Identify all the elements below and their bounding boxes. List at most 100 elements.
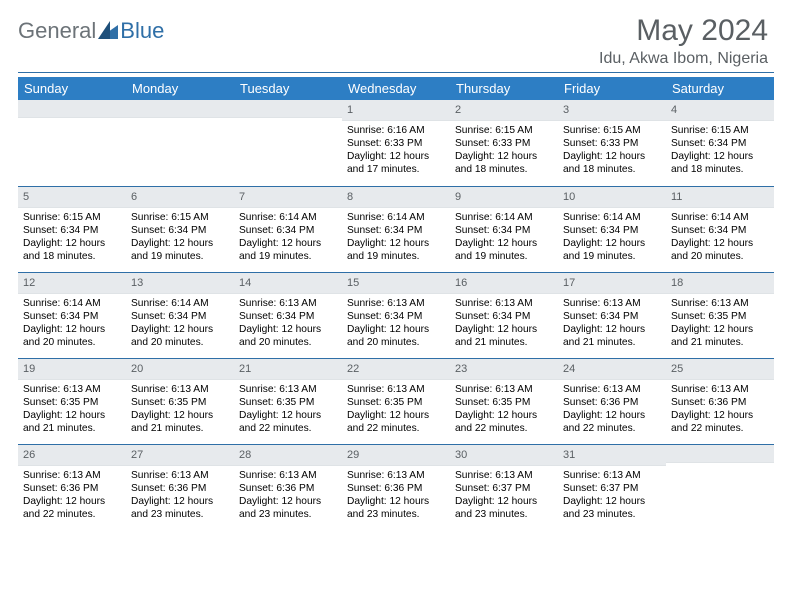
day-details: Sunrise: 6:13 AMSunset: 6:35 PMDaylight:… xyxy=(666,294,774,351)
day-number: 23 xyxy=(450,359,558,380)
day-details: Sunrise: 6:13 AMSunset: 6:34 PMDaylight:… xyxy=(558,294,666,351)
day-details: Sunrise: 6:14 AMSunset: 6:34 PMDaylight:… xyxy=(234,208,342,265)
day-cell: 13Sunrise: 6:14 AMSunset: 6:34 PMDayligh… xyxy=(126,272,234,358)
day-cell: 10Sunrise: 6:14 AMSunset: 6:34 PMDayligh… xyxy=(558,186,666,272)
dayname-friday: Friday xyxy=(558,77,666,100)
day-number: 18 xyxy=(666,273,774,294)
day-cell: 27Sunrise: 6:13 AMSunset: 6:36 PMDayligh… xyxy=(126,444,234,530)
day-number: 10 xyxy=(558,187,666,208)
day-cell: 8Sunrise: 6:14 AMSunset: 6:34 PMDaylight… xyxy=(342,186,450,272)
day-cell: 20Sunrise: 6:13 AMSunset: 6:35 PMDayligh… xyxy=(126,358,234,444)
day-details: Sunrise: 6:13 AMSunset: 6:37 PMDaylight:… xyxy=(450,466,558,523)
day-cell: 17Sunrise: 6:13 AMSunset: 6:34 PMDayligh… xyxy=(558,272,666,358)
calendar-body: 1Sunrise: 6:16 AMSunset: 6:33 PMDaylight… xyxy=(18,100,774,530)
day-cell: 2Sunrise: 6:15 AMSunset: 6:33 PMDaylight… xyxy=(450,100,558,186)
day-details: Sunrise: 6:13 AMSunset: 6:35 PMDaylight:… xyxy=(126,380,234,437)
day-number: 9 xyxy=(450,187,558,208)
day-number xyxy=(666,445,774,463)
day-cell xyxy=(234,100,342,186)
day-cell xyxy=(126,100,234,186)
day-details: Sunrise: 6:16 AMSunset: 6:33 PMDaylight:… xyxy=(342,121,450,178)
header-row: General Blue May 2024 Idu, Akwa Ibom, Ni… xyxy=(18,14,774,68)
day-cell: 28Sunrise: 6:13 AMSunset: 6:36 PMDayligh… xyxy=(234,444,342,530)
day-number xyxy=(18,100,126,118)
location-subtitle: Idu, Akwa Ibom, Nigeria xyxy=(599,50,768,68)
day-number: 6 xyxy=(126,187,234,208)
day-number: 25 xyxy=(666,359,774,380)
day-cell: 21Sunrise: 6:13 AMSunset: 6:35 PMDayligh… xyxy=(234,358,342,444)
day-cell xyxy=(18,100,126,186)
calendar-table: Sunday Monday Tuesday Wednesday Thursday… xyxy=(18,77,774,530)
day-details: Sunrise: 6:14 AMSunset: 6:34 PMDaylight:… xyxy=(450,208,558,265)
day-number: 17 xyxy=(558,273,666,294)
day-number: 7 xyxy=(234,187,342,208)
day-details: Sunrise: 6:13 AMSunset: 6:34 PMDaylight:… xyxy=(450,294,558,351)
day-details: Sunrise: 6:13 AMSunset: 6:36 PMDaylight:… xyxy=(126,466,234,523)
brand-part2: Blue xyxy=(120,18,164,44)
day-cell xyxy=(666,444,774,530)
day-cell: 29Sunrise: 6:13 AMSunset: 6:36 PMDayligh… xyxy=(342,444,450,530)
day-cell: 18Sunrise: 6:13 AMSunset: 6:35 PMDayligh… xyxy=(666,272,774,358)
week-row: 12Sunrise: 6:14 AMSunset: 6:34 PMDayligh… xyxy=(18,272,774,358)
day-number: 4 xyxy=(666,100,774,121)
day-number: 21 xyxy=(234,359,342,380)
day-number: 2 xyxy=(450,100,558,121)
sail-icon xyxy=(98,21,118,39)
day-cell: 30Sunrise: 6:13 AMSunset: 6:37 PMDayligh… xyxy=(450,444,558,530)
dayname-wednesday: Wednesday xyxy=(342,77,450,100)
dayname-row: Sunday Monday Tuesday Wednesday Thursday… xyxy=(18,77,774,100)
day-details: Sunrise: 6:15 AMSunset: 6:34 PMDaylight:… xyxy=(666,121,774,178)
day-number: 14 xyxy=(234,273,342,294)
week-row: 26Sunrise: 6:13 AMSunset: 6:36 PMDayligh… xyxy=(18,444,774,530)
day-number: 22 xyxy=(342,359,450,380)
day-details: Sunrise: 6:15 AMSunset: 6:33 PMDaylight:… xyxy=(450,121,558,178)
day-number: 8 xyxy=(342,187,450,208)
day-details: Sunrise: 6:14 AMSunset: 6:34 PMDaylight:… xyxy=(126,294,234,351)
day-number: 3 xyxy=(558,100,666,121)
day-number xyxy=(234,100,342,118)
day-details: Sunrise: 6:13 AMSunset: 6:34 PMDaylight:… xyxy=(234,294,342,351)
dayname-thursday: Thursday xyxy=(450,77,558,100)
day-details: Sunrise: 6:13 AMSunset: 6:36 PMDaylight:… xyxy=(558,380,666,437)
title-block: May 2024 Idu, Akwa Ibom, Nigeria xyxy=(599,14,774,68)
day-number: 24 xyxy=(558,359,666,380)
day-cell: 24Sunrise: 6:13 AMSunset: 6:36 PMDayligh… xyxy=(558,358,666,444)
week-row: 19Sunrise: 6:13 AMSunset: 6:35 PMDayligh… xyxy=(18,358,774,444)
day-cell: 25Sunrise: 6:13 AMSunset: 6:36 PMDayligh… xyxy=(666,358,774,444)
day-cell: 12Sunrise: 6:14 AMSunset: 6:34 PMDayligh… xyxy=(18,272,126,358)
day-details: Sunrise: 6:13 AMSunset: 6:35 PMDaylight:… xyxy=(18,380,126,437)
brand-part1: General xyxy=(18,18,96,44)
day-cell: 11Sunrise: 6:14 AMSunset: 6:34 PMDayligh… xyxy=(666,186,774,272)
month-title: May 2024 xyxy=(599,14,768,48)
day-number: 26 xyxy=(18,445,126,466)
day-cell: 19Sunrise: 6:13 AMSunset: 6:35 PMDayligh… xyxy=(18,358,126,444)
day-details: Sunrise: 6:15 AMSunset: 6:33 PMDaylight:… xyxy=(558,121,666,178)
day-number: 31 xyxy=(558,445,666,466)
day-number: 13 xyxy=(126,273,234,294)
day-number: 15 xyxy=(342,273,450,294)
accent-divider xyxy=(18,72,774,73)
day-details: Sunrise: 6:15 AMSunset: 6:34 PMDaylight:… xyxy=(126,208,234,265)
day-number: 1 xyxy=(342,100,450,121)
day-cell: 6Sunrise: 6:15 AMSunset: 6:34 PMDaylight… xyxy=(126,186,234,272)
day-details: Sunrise: 6:13 AMSunset: 6:36 PMDaylight:… xyxy=(18,466,126,523)
day-details: Sunrise: 6:13 AMSunset: 6:35 PMDaylight:… xyxy=(450,380,558,437)
day-number: 30 xyxy=(450,445,558,466)
day-details: Sunrise: 6:14 AMSunset: 6:34 PMDaylight:… xyxy=(18,294,126,351)
day-cell: 22Sunrise: 6:13 AMSunset: 6:35 PMDayligh… xyxy=(342,358,450,444)
day-number: 28 xyxy=(234,445,342,466)
day-number: 20 xyxy=(126,359,234,380)
day-details: Sunrise: 6:14 AMSunset: 6:34 PMDaylight:… xyxy=(342,208,450,265)
day-cell: 7Sunrise: 6:14 AMSunset: 6:34 PMDaylight… xyxy=(234,186,342,272)
day-details: Sunrise: 6:15 AMSunset: 6:34 PMDaylight:… xyxy=(18,208,126,265)
day-number xyxy=(126,100,234,118)
day-details: Sunrise: 6:13 AMSunset: 6:36 PMDaylight:… xyxy=(342,466,450,523)
day-cell: 16Sunrise: 6:13 AMSunset: 6:34 PMDayligh… xyxy=(450,272,558,358)
day-details: Sunrise: 6:13 AMSunset: 6:35 PMDaylight:… xyxy=(234,380,342,437)
week-row: 1Sunrise: 6:16 AMSunset: 6:33 PMDaylight… xyxy=(18,100,774,186)
day-cell: 4Sunrise: 6:15 AMSunset: 6:34 PMDaylight… xyxy=(666,100,774,186)
day-cell: 3Sunrise: 6:15 AMSunset: 6:33 PMDaylight… xyxy=(558,100,666,186)
day-cell: 15Sunrise: 6:13 AMSunset: 6:34 PMDayligh… xyxy=(342,272,450,358)
brand-logo: General Blue xyxy=(18,14,164,44)
day-details: Sunrise: 6:14 AMSunset: 6:34 PMDaylight:… xyxy=(558,208,666,265)
